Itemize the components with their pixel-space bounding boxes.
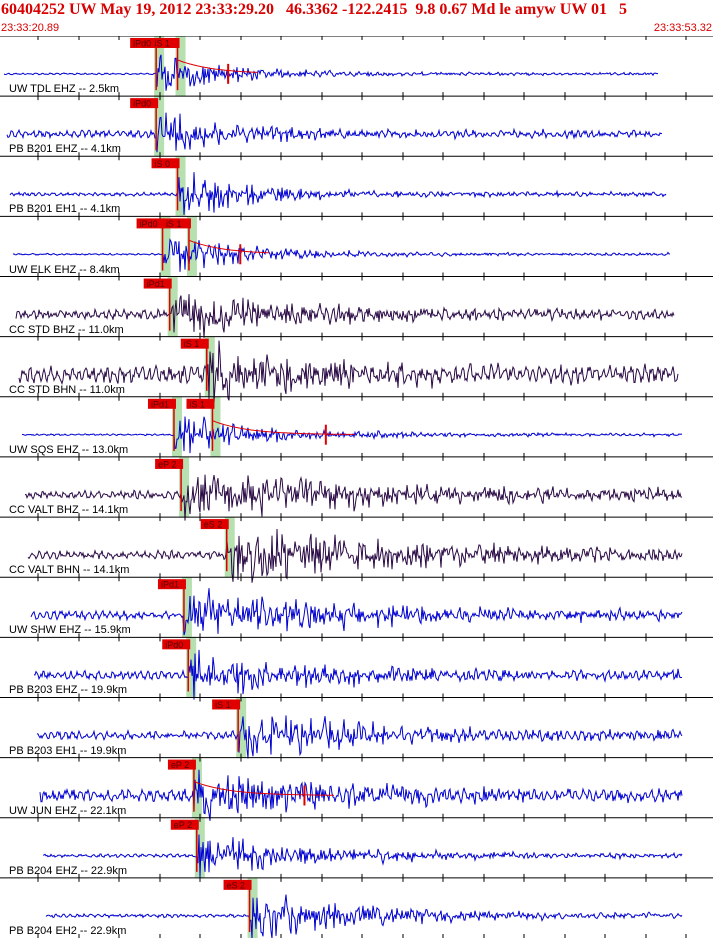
waveform-trace[interactable] xyxy=(9,172,667,215)
phase-pick-label[interactable]: eP 2 xyxy=(158,459,176,469)
pick-window xyxy=(175,156,186,217)
pick-window xyxy=(179,456,190,518)
station-label: UW SQS EHZ -- 13.0km xyxy=(9,443,129,456)
station-label: CC STD BHZ -- 11.0km xyxy=(9,323,124,336)
phase-pick-box[interactable] xyxy=(162,639,191,650)
phase-pick-label[interactable]: iS 0 xyxy=(155,159,171,169)
waveform-trace[interactable] xyxy=(36,715,683,759)
pick-window xyxy=(175,36,186,97)
phase-pick-label[interactable]: iPd1 xyxy=(147,279,165,289)
station-label: PB B201 EH1 -- 4.1km xyxy=(9,203,121,216)
coda-decay-curve xyxy=(188,239,269,254)
waveform-trace[interactable] xyxy=(30,588,683,636)
phase-pick-label[interactable]: iS 1 xyxy=(166,219,182,229)
waveform-trace[interactable] xyxy=(21,416,683,454)
waveform-trace[interactable] xyxy=(6,112,663,153)
station-label: PB B204 EH2 -- 22.9km xyxy=(9,925,127,937)
phase-pick-box[interactable] xyxy=(170,819,199,830)
phase-pick-box[interactable] xyxy=(130,38,159,48)
phase-pick-box[interactable] xyxy=(143,278,172,289)
phase-pick-label[interactable]: iPd0 xyxy=(133,99,151,109)
phase-pick-box[interactable] xyxy=(151,38,180,48)
phase-pick-label[interactable]: iPd1 xyxy=(161,580,179,590)
phase-pick-box[interactable] xyxy=(186,398,215,409)
station-label: UW ELK EHZ -- 8.4km xyxy=(9,263,120,276)
phase-pick-box[interactable] xyxy=(212,699,241,710)
phase-pick-box[interactable] xyxy=(180,338,209,349)
waveform-trace[interactable] xyxy=(18,340,679,404)
pick-window xyxy=(160,216,171,277)
waveform-trace[interactable] xyxy=(15,294,675,338)
phase-pick-label[interactable]: iS 1 xyxy=(215,700,231,710)
pick-window xyxy=(210,396,221,457)
phase-pick-label[interactable]: iPd0 xyxy=(165,640,183,650)
seismogram-panel[interactable]: iPd0 iS 1 iPd0 iS 0 iPd0 iS 1 iPd1 iS 1 iPd1 iS 1… xyxy=(0,35,713,940)
coda-decay-curve xyxy=(177,59,258,73)
waveform-trace[interactable] xyxy=(12,238,671,272)
station-label: UW JUN EHZ -- 22.1km xyxy=(9,804,127,817)
station-label: PB B203 EHZ -- 19.9km xyxy=(9,684,127,697)
phase-pick-box[interactable] xyxy=(157,579,186,590)
traces: iPd0 iS 1 iPd0 iS 0 iPd0 iS 1 iPd1 iS 1 iPd1 iS 1… xyxy=(0,35,713,940)
waveform-trace[interactable] xyxy=(27,528,683,583)
phase-pick-box[interactable] xyxy=(147,398,176,409)
phase-pick-box[interactable] xyxy=(130,98,159,109)
pick-window xyxy=(224,517,235,578)
station-label: CC VALT BHN -- 14.1km xyxy=(9,564,130,577)
phase-pick-box[interactable] xyxy=(155,458,184,469)
start-time-label: 23:33:20.89 xyxy=(1,22,60,34)
station-label: CC VALT BHZ -- 14.1km xyxy=(9,504,129,517)
phase-pick-label[interactable]: eS 2 xyxy=(204,520,223,530)
phase-pick-label[interactable]: eS 2 xyxy=(227,880,246,890)
phase-pick-box[interactable] xyxy=(162,218,191,229)
station-label: UW TDL EHZ -- 2.5km xyxy=(9,83,120,96)
phase-pick-label[interactable]: iPd1 xyxy=(151,399,169,409)
waveform-trace[interactable] xyxy=(39,769,683,821)
station-label: PB B204 EHZ -- 22.9km xyxy=(9,864,127,877)
seismogram-canvas[interactable]: iPd0 iS 1 iPd0 iS 0 iPd0 iS 1 iPd1 iS 1 iPd1 iS 1… xyxy=(0,35,713,940)
phase-pick-label[interactable]: iPd0 xyxy=(133,39,151,49)
waveform-trace[interactable] xyxy=(45,894,683,940)
phase-pick-label[interactable]: iS 1 xyxy=(189,399,205,409)
phase-pick-box[interactable] xyxy=(223,879,252,890)
event-title: 60404252 UW May 19, 2012 23:33:29.20 46.… xyxy=(1,1,628,18)
phase-pick-box[interactable] xyxy=(151,158,180,169)
waveform-trace[interactable] xyxy=(24,474,683,521)
station-label: CC STD BHN -- 11.0km xyxy=(9,383,125,396)
pick-window xyxy=(186,216,197,277)
phase-pick-label[interactable]: eP 2 xyxy=(174,820,192,830)
pick-window xyxy=(181,577,192,638)
waveform-trace[interactable] xyxy=(42,834,683,878)
phase-pick-label[interactable]: iPd0 xyxy=(140,219,158,229)
pick-window xyxy=(191,757,202,818)
event-header: 60404252 UW May 19, 2012 23:33:29.20 46.… xyxy=(0,0,713,36)
end-time-label: 23:33:53.32 xyxy=(653,22,712,34)
station-label: UW SHW EHZ -- 15.9km xyxy=(9,624,131,637)
phase-pick-label[interactable]: eP 2 xyxy=(171,760,189,770)
phase-pick-label[interactable]: iS 1 xyxy=(155,39,171,49)
waveform-trace[interactable] xyxy=(3,54,659,91)
station-label: PB B203 EH1 -- 19.9km xyxy=(9,744,127,757)
pick-window xyxy=(171,396,182,457)
station-label: PB B201 EHZ -- 4.1km xyxy=(9,143,121,156)
phase-pick-label[interactable]: iS 1 xyxy=(184,339,200,349)
coda-decay-curve xyxy=(212,420,355,435)
phase-pick-box[interactable] xyxy=(167,759,196,770)
waveform-trace[interactable] xyxy=(33,649,682,700)
coda-decay-curve xyxy=(193,781,334,796)
phase-pick-box[interactable] xyxy=(136,218,165,229)
phase-pick-box[interactable] xyxy=(200,519,229,530)
